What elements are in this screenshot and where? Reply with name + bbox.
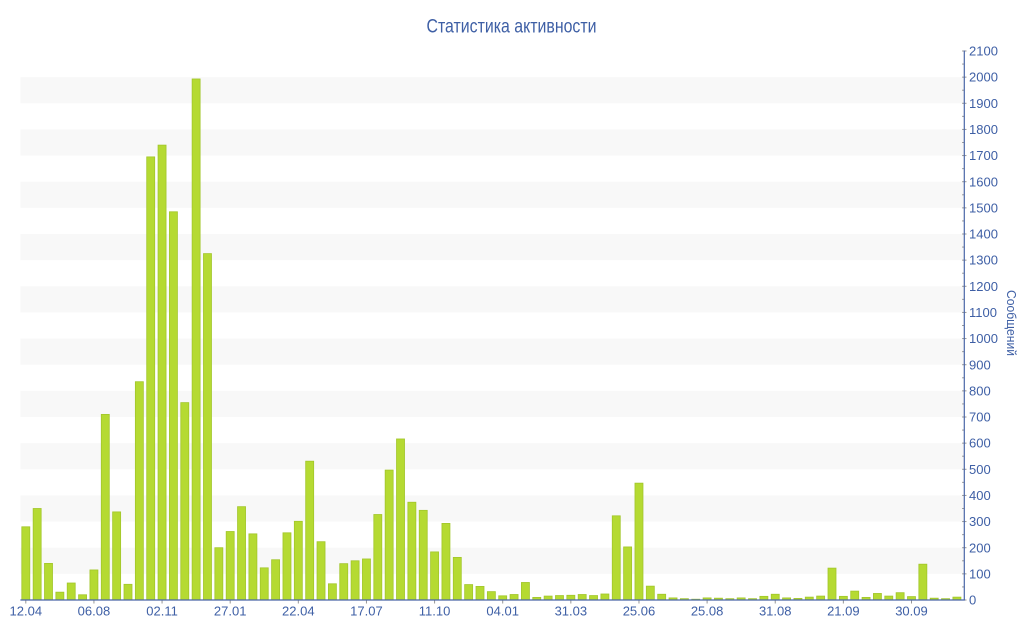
svg-text:100: 100 bbox=[969, 566, 991, 581]
svg-text:04.01: 04.01 bbox=[486, 604, 519, 619]
svg-text:500: 500 bbox=[969, 462, 991, 477]
svg-text:27.01: 27.01 bbox=[214, 604, 247, 619]
svg-text:17.07: 17.07 bbox=[350, 604, 383, 619]
svg-text:1700: 1700 bbox=[969, 148, 998, 163]
svg-text:1200: 1200 bbox=[969, 279, 998, 294]
svg-text:700: 700 bbox=[969, 410, 991, 425]
svg-text:2000: 2000 bbox=[969, 70, 998, 85]
svg-text:31.08: 31.08 bbox=[759, 604, 792, 619]
svg-text:1900: 1900 bbox=[969, 96, 998, 111]
svg-text:22.04: 22.04 bbox=[282, 604, 315, 619]
svg-text:1100: 1100 bbox=[969, 305, 997, 320]
svg-text:30.09: 30.09 bbox=[895, 604, 928, 619]
svg-text:25.08: 25.08 bbox=[691, 604, 724, 619]
svg-text:2100: 2100 bbox=[969, 44, 998, 59]
svg-text:200: 200 bbox=[969, 540, 991, 555]
svg-text:400: 400 bbox=[969, 488, 991, 503]
svg-text:25.06: 25.06 bbox=[623, 604, 656, 619]
svg-text:21.09: 21.09 bbox=[827, 604, 860, 619]
svg-text:06.08: 06.08 bbox=[78, 604, 111, 619]
svg-text:31.03: 31.03 bbox=[555, 604, 588, 619]
svg-text:Статистика активности: Статистика активности bbox=[427, 17, 597, 38]
svg-text:1400: 1400 bbox=[969, 227, 998, 242]
svg-text:300: 300 bbox=[969, 514, 991, 529]
svg-text:900: 900 bbox=[969, 357, 991, 372]
svg-text:800: 800 bbox=[969, 383, 991, 398]
svg-text:Сообщений: Сообщений bbox=[1004, 290, 1019, 356]
svg-text:1000: 1000 bbox=[969, 331, 998, 346]
svg-text:1300: 1300 bbox=[969, 253, 998, 268]
svg-text:02.11: 02.11 bbox=[146, 604, 178, 619]
svg-text:1600: 1600 bbox=[969, 174, 998, 189]
svg-text:1500: 1500 bbox=[969, 200, 998, 215]
svg-text:12.04: 12.04 bbox=[10, 604, 43, 619]
svg-text:1800: 1800 bbox=[969, 122, 998, 137]
svg-text:0: 0 bbox=[969, 593, 976, 608]
svg-text:600: 600 bbox=[969, 436, 991, 451]
svg-text:11.10: 11.10 bbox=[419, 604, 451, 619]
